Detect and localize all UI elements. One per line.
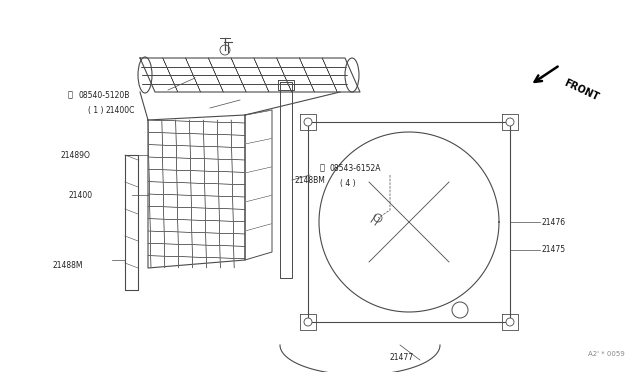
Circle shape bbox=[304, 118, 312, 126]
Circle shape bbox=[304, 318, 312, 326]
Text: 21476: 21476 bbox=[542, 218, 566, 227]
Text: ( 4 ): ( 4 ) bbox=[340, 179, 356, 187]
Text: 21489O: 21489O bbox=[60, 151, 90, 160]
Circle shape bbox=[506, 118, 514, 126]
Text: 21400: 21400 bbox=[68, 190, 92, 199]
Text: 21477: 21477 bbox=[390, 353, 414, 362]
Text: Ⓢ: Ⓢ bbox=[320, 164, 325, 173]
Text: A2' * 0059: A2' * 0059 bbox=[588, 351, 625, 357]
Text: 08540-5120B: 08540-5120B bbox=[78, 90, 129, 99]
Text: FRONT: FRONT bbox=[562, 78, 600, 102]
Text: 21475: 21475 bbox=[542, 246, 566, 254]
Text: 21488M: 21488M bbox=[52, 260, 83, 269]
Text: ( 1 ): ( 1 ) bbox=[88, 106, 104, 115]
Text: 08543-6152A: 08543-6152A bbox=[330, 164, 381, 173]
Circle shape bbox=[506, 318, 514, 326]
Text: 2148BM: 2148BM bbox=[295, 176, 326, 185]
Text: Ⓢ: Ⓢ bbox=[68, 90, 73, 99]
Text: 21400C: 21400C bbox=[105, 106, 134, 115]
